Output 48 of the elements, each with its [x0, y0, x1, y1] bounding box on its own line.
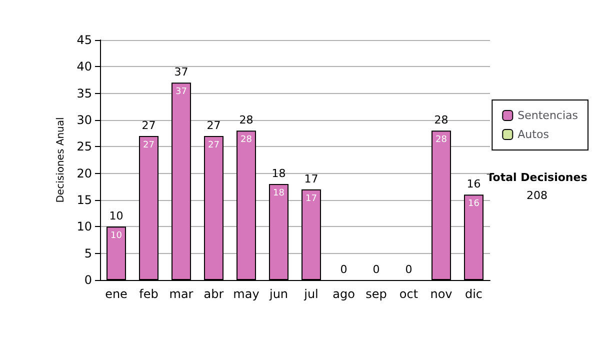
y-tick-label: 35 — [76, 86, 92, 100]
y-tick-label: 40 — [76, 60, 92, 74]
y-tick-label: 25 — [76, 140, 92, 154]
y-tick-label: 20 — [76, 166, 92, 180]
data-label: 37 — [176, 87, 187, 98]
data-label: 27 — [143, 140, 154, 150]
data-label: 10 — [110, 231, 122, 242]
data-label: 16 — [468, 199, 480, 210]
total-label: 16 — [466, 178, 481, 191]
x-tick-label: jul — [303, 287, 318, 301]
x-tick-label: may — [233, 287, 260, 301]
total-label: 0 — [340, 263, 348, 276]
total-label: 28 — [239, 114, 254, 127]
legend-label: Autos — [518, 128, 550, 141]
total-label: 0 — [405, 263, 412, 276]
data-label: 18 — [273, 188, 285, 198]
data-label: 28 — [240, 135, 252, 146]
data-label: 27 — [208, 140, 220, 150]
total-label: 37 — [174, 66, 188, 79]
x-tick-label: ene — [105, 287, 128, 301]
y-tick-label: 10 — [76, 220, 92, 234]
x-tick-label: jun — [268, 287, 288, 301]
y-tick-label: 15 — [76, 193, 92, 207]
annotation: Total Decisiones — [486, 171, 588, 184]
y-tick-label: 45 — [76, 33, 92, 47]
total-label: 0 — [372, 263, 380, 276]
data-label: 28 — [436, 135, 448, 146]
y-tick-label: 0 — [84, 273, 92, 287]
data-label: 17 — [306, 194, 317, 204]
total-label: 27 — [142, 119, 156, 132]
total-label: 18 — [272, 167, 286, 180]
y-tick-label: 5 — [84, 246, 92, 260]
y-axis-title: Decisiones Anual — [55, 117, 66, 203]
total-label: 17 — [304, 172, 318, 186]
x-tick-label: sep — [366, 287, 387, 301]
y-tick-label: 30 — [76, 113, 92, 127]
x-tick-label: ago — [332, 287, 355, 301]
x-tick-label: mar — [169, 287, 194, 301]
total-label: 28 — [434, 114, 448, 127]
legend-label: Sentencias — [518, 109, 578, 122]
total-label: 10 — [109, 210, 124, 223]
text: 208 — [526, 189, 548, 202]
x-tick-label: feb — [139, 287, 158, 301]
x-tick-label: oct — [399, 287, 418, 301]
x-tick-label: nov — [430, 287, 452, 301]
x-tick-label: abr — [204, 287, 224, 301]
total-label: 27 — [206, 119, 221, 132]
x-tick-label: dic — [464, 287, 483, 301]
